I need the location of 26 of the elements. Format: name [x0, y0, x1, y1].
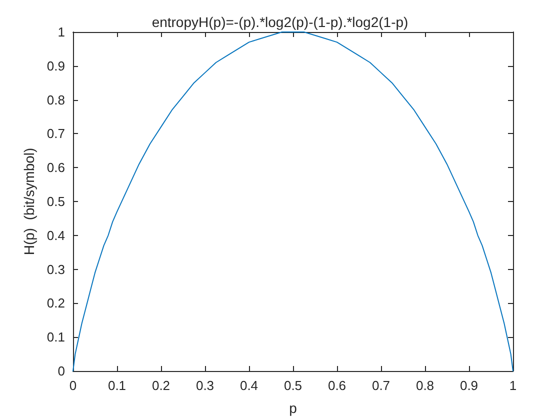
y-tick-label: 0.8 [46, 92, 65, 108]
y-axis-title: H(p) (bit/symbol) [21, 148, 38, 256]
x-tick-label: 0.6 [328, 378, 346, 393]
x-axis-title: p [289, 400, 298, 416]
y-tick-label: 0.4 [46, 228, 65, 243]
line-series [72, 32, 514, 372]
x-tick-label: 0.2 [152, 378, 170, 393]
y-tick-label: 0.5 [46, 194, 65, 209]
y-tick-label: 0.2 [46, 296, 65, 311]
y-tick-label: 0.7 [46, 126, 65, 142]
x-tick-label: 0 [69, 378, 77, 393]
y-tick-label: 1 [58, 24, 65, 40]
x-tick-label: 0.7 [372, 378, 390, 393]
x-tick-label: 0.5 [284, 378, 302, 393]
x-tick-label: 0.4 [240, 378, 258, 393]
chart-title: entropyH(p)=-(p).*log2(p)-(1-p).*log2(1-p) [152, 14, 408, 30]
x-tick-label: 0.1 [108, 378, 126, 393]
x-tick-label: 1 [509, 378, 517, 393]
x-tick-label: 0.8 [416, 378, 434, 393]
y-tick-label: 0.9 [46, 58, 65, 74]
y-tick-label: 0 [58, 364, 65, 378]
y-tick-label: 0.6 [46, 160, 65, 176]
x-tick-label: 0.9 [460, 378, 478, 393]
x-tick-label: 0.3 [196, 378, 214, 393]
y-tick-label: 0.3 [46, 262, 65, 277]
y-tick-label: 0.1 [46, 330, 65, 345]
